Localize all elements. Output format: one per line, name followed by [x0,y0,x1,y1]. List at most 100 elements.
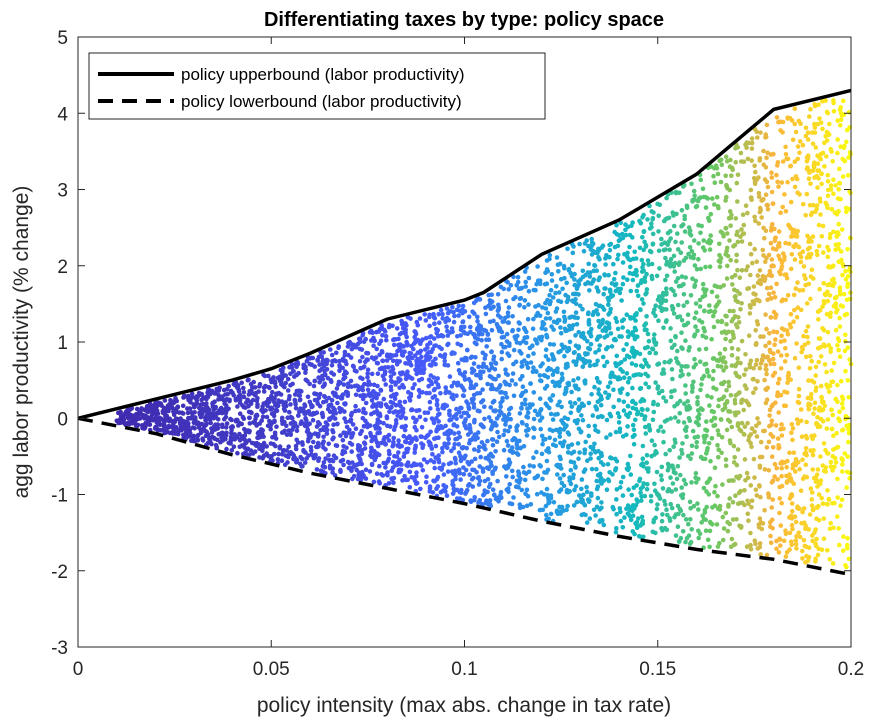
scatter-point [464,356,469,361]
scatter-point [229,448,235,453]
scatter-point [280,421,285,427]
scatter-point [722,402,728,407]
scatter-point [589,392,594,397]
scatter-point [795,421,801,426]
scatter-point [553,309,559,314]
scatter-point [198,414,204,420]
scatter-point [494,439,500,445]
scatter-point [772,295,778,300]
scatter-point [357,339,363,345]
scatter-point [828,459,834,465]
scatter-point [399,349,404,354]
scatter-point [818,383,824,389]
scatter-point [689,480,694,485]
scatter-point [627,270,633,276]
scatter-point [741,407,746,413]
scatter-point [648,498,654,504]
scatter-point [596,448,601,454]
scatter-point [463,417,468,422]
scatter-point [759,198,764,203]
scatter-point [761,225,766,231]
scatter-point [312,378,318,384]
scatter-point [593,427,598,433]
scatter-point [836,246,841,251]
scatter-point [615,411,621,416]
scatter-point [767,520,773,525]
scatter-point [788,226,794,232]
scatter-point [775,390,780,395]
scatter-point [719,396,725,402]
scatter-point [733,294,738,299]
scatter-point [166,408,171,414]
scatter-point [276,451,281,457]
scatter-point [331,453,337,459]
scatter-point [703,205,709,210]
scatter-point [684,205,690,211]
scatter-point [547,435,552,441]
scatter-point [625,250,630,256]
scatter-point [665,230,671,236]
scatter-point [162,398,168,403]
scatter-point [804,553,809,559]
scatter-point [769,264,774,269]
scatter-point [580,334,586,340]
scatter-point [145,422,150,427]
scatter-point [709,289,715,295]
scatter-point [604,417,610,423]
scatter-point [561,472,566,478]
scatter-point [350,460,355,465]
scatter-point [273,436,279,441]
scatter-point [549,272,555,277]
scatter-point [692,315,697,321]
scatter-point [787,530,793,536]
scatter-point [472,432,478,437]
scatter-point [778,523,784,528]
scatter-point [262,373,268,379]
scatter-point [481,445,486,450]
scatter-point [777,445,782,450]
scatter-point [686,416,692,421]
scatter-point [703,427,708,433]
scatter-point [292,392,298,397]
scatter-point [561,346,566,351]
scatter-point [625,511,631,516]
scatter-point [380,333,385,338]
scatter-point [670,210,675,215]
scatter-point [472,495,478,500]
scatter-point [476,482,482,487]
scatter-point [407,440,413,446]
scatter-point [576,406,581,412]
scatter-point [496,434,502,440]
scatter-point [349,433,355,439]
scatter-point [439,333,444,338]
scatter-point [783,554,789,559]
scatter-point [380,358,385,364]
scatter-point [315,420,321,425]
scatter-point [714,387,719,392]
scatter-point [609,344,615,349]
scatter-point [809,433,814,439]
scatter-point [539,490,544,495]
scatter-point [756,175,761,180]
scatter-point [488,361,494,367]
scatter-point [625,424,630,429]
scatter-point [631,442,637,447]
scatter-point [478,373,483,378]
scatter-point [411,415,416,421]
scatter-point [388,374,394,379]
scatter-point [524,503,530,509]
scatter-point [692,435,698,440]
scatter-point [576,329,581,335]
scatter-point [789,492,794,497]
scatter-point [679,208,685,213]
scatter-point [365,371,371,376]
scatter-point [460,393,466,398]
scatter-point [763,132,768,137]
scatter-point [802,342,808,348]
scatter-point [633,521,638,526]
scatter-point [666,487,672,492]
scatter-point [370,330,375,336]
scatter-point [298,406,303,411]
scatter-point [686,521,691,527]
scatter-point [626,487,631,492]
